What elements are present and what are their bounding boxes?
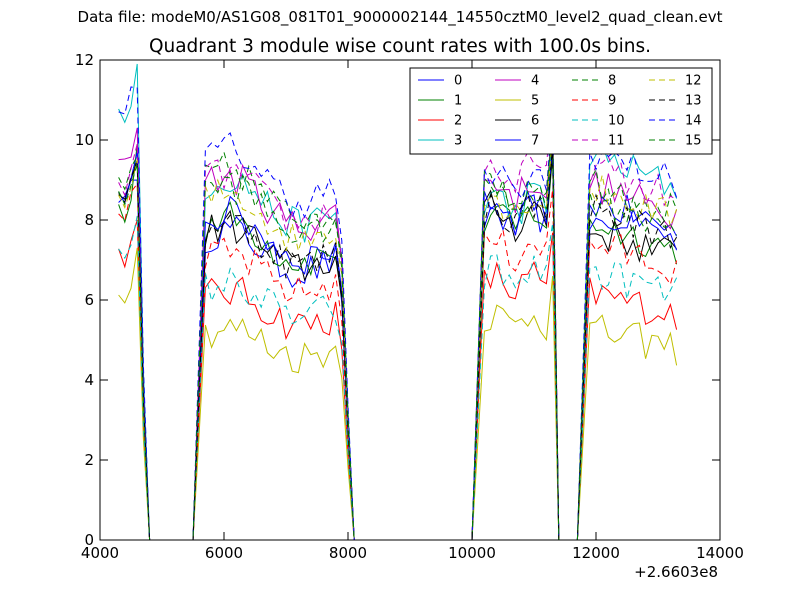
legend-label: 0 [454, 74, 462, 89]
legend-entry-7: 7 [495, 134, 539, 149]
series-line-11 [118, 103, 677, 540]
y-tick-label: 10 [75, 131, 94, 149]
series-line-2 [118, 219, 678, 540]
legend-label: 15 [685, 134, 702, 149]
legend-entry-13: 13 [649, 94, 702, 109]
y-tick-label: 2 [84, 451, 94, 469]
y-tick-label: 8 [84, 211, 94, 229]
legend-entry-8: 8 [572, 74, 616, 89]
series-line-10 [118, 215, 678, 540]
x-tick-label: 10000 [448, 544, 496, 562]
legend-entry-12: 12 [649, 74, 702, 89]
legend-entry-0: 0 [418, 74, 462, 89]
legend-entry-10: 10 [572, 114, 625, 129]
y-tick-label: 12 [75, 51, 94, 69]
x-tick-label: 6000 [205, 544, 243, 562]
series-layer [118, 63, 678, 540]
y-tick-label: 0 [84, 531, 94, 549]
legend-entry-11: 11 [572, 134, 625, 149]
y-tick-label: 6 [84, 291, 94, 309]
legend-entry-1: 1 [418, 94, 462, 109]
legend-label: 11 [608, 134, 625, 149]
legend-entry-4: 4 [495, 74, 539, 89]
y-tick-label: 4 [84, 371, 94, 389]
legend-entry-2: 2 [418, 114, 462, 129]
x-offset-label: +2.6603e8 [634, 563, 718, 581]
x-tick-label: 4000 [81, 544, 119, 562]
axes-layer: 4000 6000 8000 10000 12000 14000024681012+2.6… [75, 51, 744, 581]
legend-label: 2 [454, 114, 462, 129]
chart-title: Quadrant 3 module wise count rates with … [148, 36, 652, 57]
legend-label: 4 [531, 74, 539, 89]
legend-entry-15: 15 [649, 134, 702, 149]
series-line-15 [118, 127, 678, 540]
x-tick-label: 14000 [696, 544, 744, 562]
legend-label: 12 [685, 74, 702, 89]
legend-label: 5 [531, 94, 539, 109]
legend-label: 10 [608, 114, 625, 129]
legend-label: 13 [685, 94, 702, 109]
legend-label: 6 [531, 114, 539, 129]
legend-entry-3: 3 [418, 134, 462, 149]
legend-label: 9 [608, 94, 616, 109]
legend-label: 1 [454, 94, 462, 109]
legend-entry-14: 14 [649, 114, 702, 129]
figure-suptitle: Data file: modeM0/AS1G08_081T01_90000021… [77, 8, 723, 26]
x-tick-label: 8000 [329, 544, 367, 562]
x-tick-label: 12000 [572, 544, 620, 562]
legend-entry-5: 5 [495, 94, 539, 109]
legend-label: 7 [531, 134, 539, 149]
legend-label: 14 [685, 114, 702, 129]
series-line-5 [118, 247, 678, 540]
legend-label: 3 [454, 134, 462, 149]
legend-entry-6: 6 [495, 114, 539, 129]
legend-label: 8 [608, 74, 616, 89]
legend-entry-9: 9 [572, 94, 616, 109]
